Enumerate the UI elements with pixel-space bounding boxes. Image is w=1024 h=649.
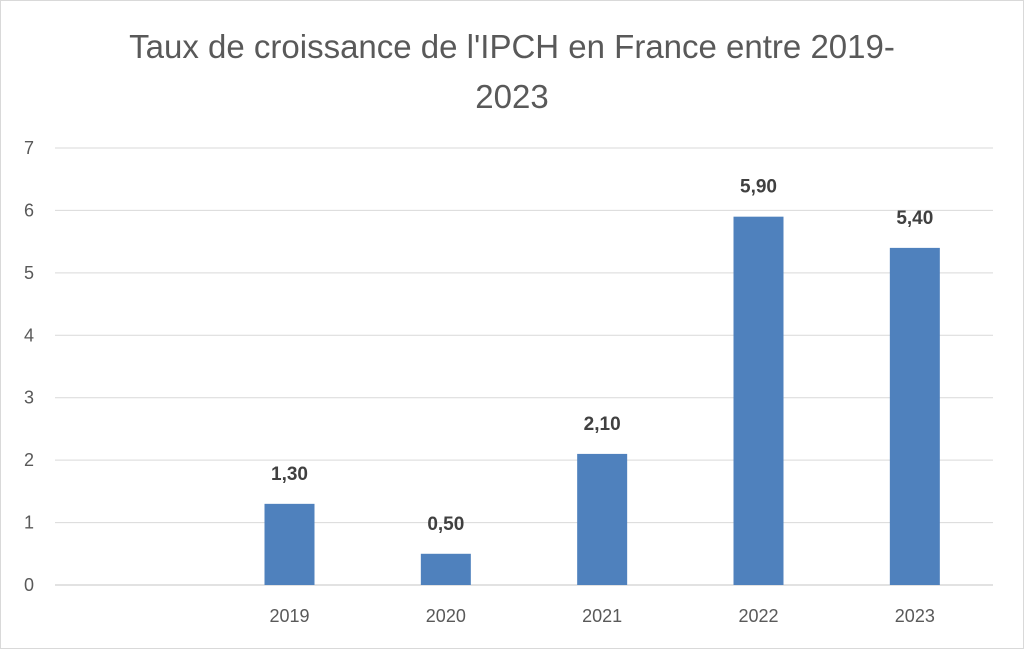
x-tick-label: 2023: [895, 606, 935, 626]
x-tick-label: 2020: [426, 606, 466, 626]
bar-2022: [733, 216, 784, 585]
y-tick-label: 6: [24, 200, 34, 220]
y-tick-label: 4: [24, 325, 34, 345]
x-tick-label: 2022: [738, 606, 778, 626]
bar-2021: [577, 453, 628, 585]
chart-title-text: Taux de croissance de l'IPCH en France e…: [129, 28, 895, 115]
chart-title: Taux de croissance de l'IPCH en France e…: [0, 22, 1024, 122]
y-tick-label: 3: [24, 388, 34, 408]
data-label: 5,40: [896, 208, 933, 229]
x-tick-label: 2019: [269, 606, 309, 626]
data-label: 0,50: [427, 514, 464, 535]
y-tick-label: 1: [24, 513, 34, 533]
y-tick-label: 5: [24, 263, 34, 283]
x-tick-label: 2021: [582, 606, 622, 626]
data-label: 5,90: [740, 177, 777, 198]
data-label: 2,10: [584, 414, 621, 435]
data-label: 1,30: [271, 464, 308, 485]
bar-2023: [889, 247, 940, 585]
bar-2020: [420, 553, 471, 585]
y-tick-label: 7: [24, 138, 34, 158]
y-tick-label: 0: [24, 575, 34, 595]
bar-2019: [264, 503, 315, 585]
y-tick-label: 2: [24, 450, 34, 470]
